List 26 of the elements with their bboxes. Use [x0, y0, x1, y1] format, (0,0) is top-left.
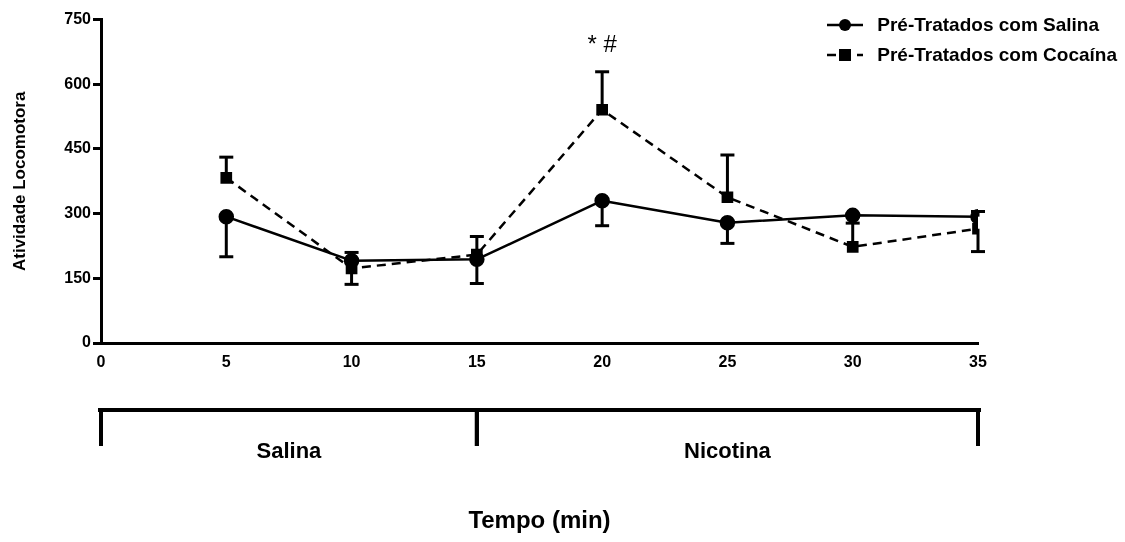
point: [220, 172, 233, 184]
point: [846, 241, 859, 253]
y-tick-label: 0: [82, 333, 92, 351]
y-tick-label: 300: [64, 204, 92, 222]
point: [719, 214, 736, 231]
point: [844, 207, 861, 224]
x-tick-label: 10: [342, 353, 361, 371]
legend-label: Pré-Tratados com Cocaína: [877, 44, 1117, 66]
y-axis-title: Atividade Locomotora: [9, 91, 29, 272]
x-tick-label: 15: [467, 353, 486, 371]
x-tick-label: 0: [96, 353, 106, 371]
legend-label: Pré-Tratados com Salina: [877, 14, 1100, 36]
x-tick-label: 30: [843, 353, 862, 371]
x-tick-label: 20: [593, 353, 612, 371]
point: [596, 103, 608, 116]
y-tick-label: 750: [64, 10, 92, 28]
x-tick-label: 35: [969, 353, 987, 371]
y-tick-label: 150: [64, 268, 92, 286]
text: Tempo (min): [467, 506, 612, 534]
annotation: * #: [587, 30, 618, 58]
text: Salina: [255, 438, 323, 464]
text: Nicotina: [683, 438, 772, 464]
x-tick-label: 25: [718, 353, 737, 371]
x-tick-label: 5: [221, 353, 231, 371]
y-tick-label: 450: [64, 139, 92, 157]
y-tick-label: 600: [64, 74, 92, 92]
